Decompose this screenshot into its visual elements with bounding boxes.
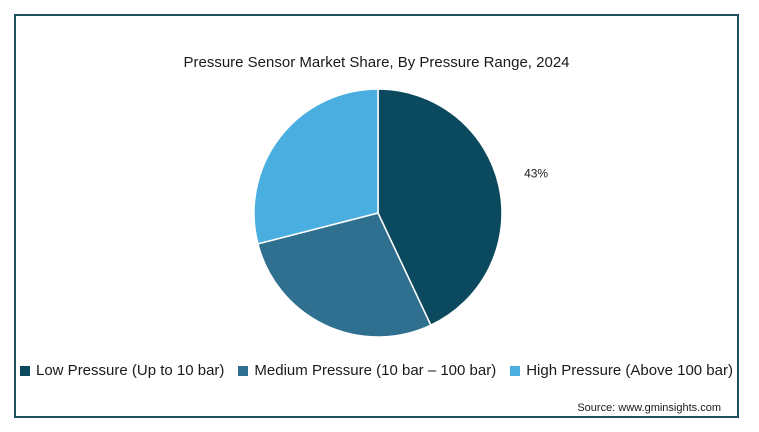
pie-slice-1 — [256, 212, 432, 338]
slice-label-0: 43% — [524, 167, 548, 181]
legend-swatch — [510, 365, 521, 376]
legend-label: Medium Pressure (10 bar – 100 bar) — [254, 362, 497, 379]
pie-chart: 43% — [253, 88, 548, 338]
chart-frame: Pressure Sensor Market Share, By Pressur… — [14, 14, 739, 418]
legend-swatch — [20, 365, 30, 376]
source-note: Source: www.gminsights.com — [577, 402, 721, 414]
legend-item-1: Medium Pressure (10 bar – 100 bar) — [238, 362, 496, 379]
chart-legend: Low Pressure (Up to 10 bar) Medium Pressu… — [16, 362, 737, 379]
legend-item-2: High Pressure (Above 100 bar) — [510, 362, 733, 379]
chart-title: Pressure Sensor Market Share, By Pressur… — [183, 54, 570, 71]
pie-slice-2 — [253, 88, 379, 245]
legend-item-0: Low Pressure (Up to 10 bar) — [20, 362, 224, 379]
legend-swatch — [238, 365, 249, 376]
legend-label: High Pressure (Above 100 bar) — [526, 362, 733, 379]
pie-slice-0 — [377, 88, 503, 327]
legend-label: Low Pressure (Up to 10 bar) — [36, 362, 225, 379]
